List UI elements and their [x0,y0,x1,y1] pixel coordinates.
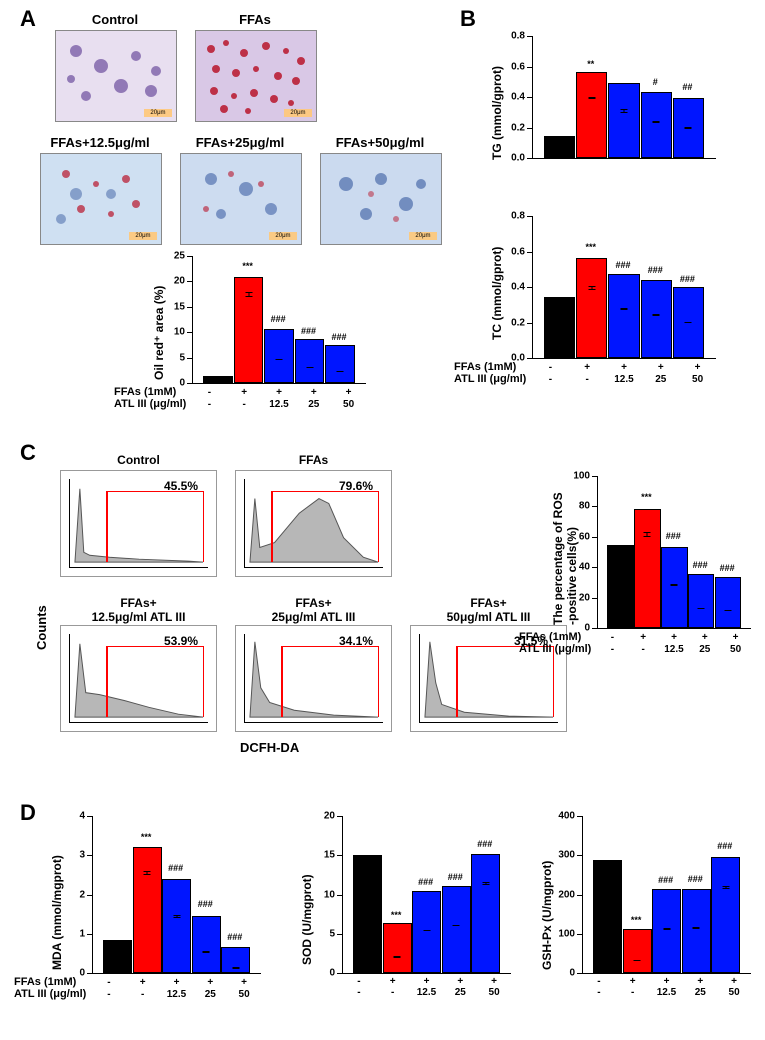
micro-label: FFAs+25μg/ml [175,135,305,150]
flow-pct: 34.1% [339,634,373,648]
flow-title: FFAs+ 50μg/ml ATL III [411,596,566,624]
scale-bar: 20μm [269,232,297,240]
micrograph: 20μm [320,153,442,245]
scale-bar: 20μm [284,109,312,117]
scale-bar: 20μm [129,232,157,240]
scale-bar: 20μm [144,109,172,117]
scale-bar: 20μm [409,232,437,240]
flow-pct: 53.9% [164,634,198,648]
micrograph-ffas: 20μm [195,30,317,122]
panelD-mda: MDA (mmol/mgprot) 01234***#########FFAs … [50,810,265,1000]
flow-title: Control [61,453,216,467]
panelA-chart: Oil red⁺ area (%) 0510152025***#########… [150,250,370,410]
counts-label: Counts [34,605,49,650]
figure: A Control FFAs 20μm 20μm FFAs+12.5μg/ml … [0,0,765,1040]
micro-label: FFAs [195,12,315,27]
micro-label: FFAs+50μg/ml [315,135,445,150]
micrograph: 20μm [180,153,302,245]
flow-title: FFAs+ 25μg/ml ATL III [236,596,391,624]
flow-25: FFAs+ 25μg/ml ATL III 34.1% [235,625,392,732]
micrograph: 20μm [40,153,162,245]
panel-b-label: B [460,6,476,32]
flow-ffas: FFAs 79.6% [235,470,392,577]
dcfh-label: DCFH-DA [240,740,299,755]
flow-pct: 45.5% [164,479,198,493]
flow-title: FFAs [236,453,391,467]
panel-d-label: D [20,800,36,826]
micrograph-control: 20μm [55,30,177,122]
flow-pct: 79.6% [339,479,373,493]
flow-title: FFAs+ 12.5μg/ml ATL III [61,596,216,624]
panel-a-label: A [20,6,36,32]
panelD-gsh: GSH-Px (U/mgprot) 0100200300400***######… [540,810,755,1000]
panel-c-label: C [20,440,36,466]
panelB-tc-chart: TC (mmol/gprot) 0.00.20.40.60.8***######… [490,210,720,385]
panelD-sod: SOD (U/mgprot) 05101520***#########-++++… [300,810,515,1000]
flow-control: Control 45.5% [60,470,217,577]
micro-label: Control [55,12,175,27]
panelC-chart: The percentage of ROS -positive cells(%)… [555,470,755,655]
micro-label: FFAs+12.5μg/ml [35,135,165,150]
flow-12.5: FFAs+ 12.5μg/ml ATL III 53.9% [60,625,217,732]
panelB-tg-chart: TG (mmol/gprot) 0.00.20.40.60.8**### [490,30,720,185]
